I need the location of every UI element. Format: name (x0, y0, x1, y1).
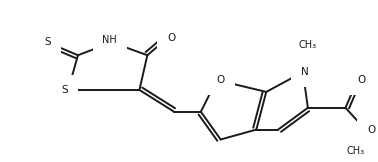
Text: S: S (62, 85, 68, 95)
Text: CH₃: CH₃ (299, 40, 317, 50)
Text: O: O (167, 33, 175, 43)
Text: CH₃: CH₃ (346, 146, 364, 156)
Text: S: S (44, 37, 51, 47)
Text: N: N (301, 67, 309, 77)
Text: O: O (367, 125, 376, 135)
Text: O: O (217, 75, 225, 85)
Text: NH: NH (102, 35, 117, 45)
Text: O: O (358, 75, 366, 85)
